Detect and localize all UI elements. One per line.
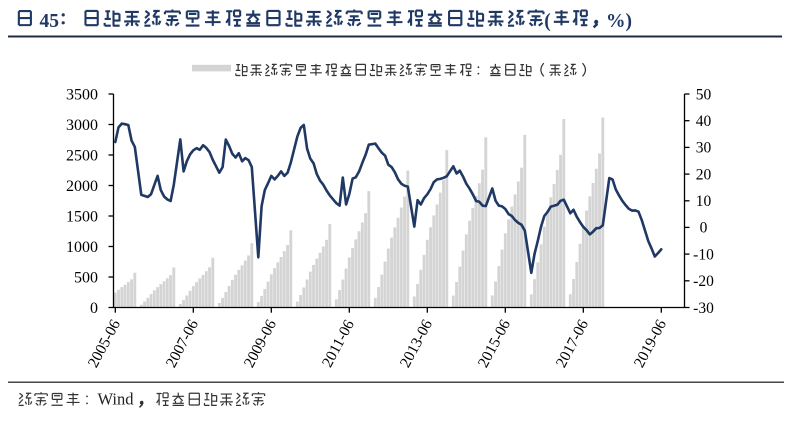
svg-text:3500: 3500 — [66, 86, 98, 103]
svg-text:-10: -10 — [693, 246, 714, 263]
svg-text:45: 45 — [40, 11, 60, 32]
svg-text:(: ( — [544, 11, 551, 32]
svg-text:30: 30 — [696, 140, 712, 157]
svg-text:1500: 1500 — [66, 208, 98, 225]
svg-text:0: 0 — [700, 220, 708, 237]
svg-text:10: 10 — [696, 193, 712, 210]
svg-text:%): %) — [606, 11, 632, 32]
svg-text:-30: -30 — [693, 300, 714, 317]
svg-text:Wind: Wind — [98, 390, 135, 409]
svg-text:2500: 2500 — [66, 147, 98, 164]
svg-text:2000: 2000 — [66, 178, 98, 195]
svg-text:1000: 1000 — [66, 239, 98, 256]
svg-text:-20: -20 — [693, 273, 714, 290]
svg-text:500: 500 — [74, 269, 98, 286]
svg-text:3000: 3000 — [66, 117, 98, 134]
svg-text:40: 40 — [696, 113, 712, 130]
svg-text:20: 20 — [696, 166, 712, 183]
svg-text:50: 50 — [696, 86, 712, 103]
svg-text:0: 0 — [90, 300, 98, 317]
